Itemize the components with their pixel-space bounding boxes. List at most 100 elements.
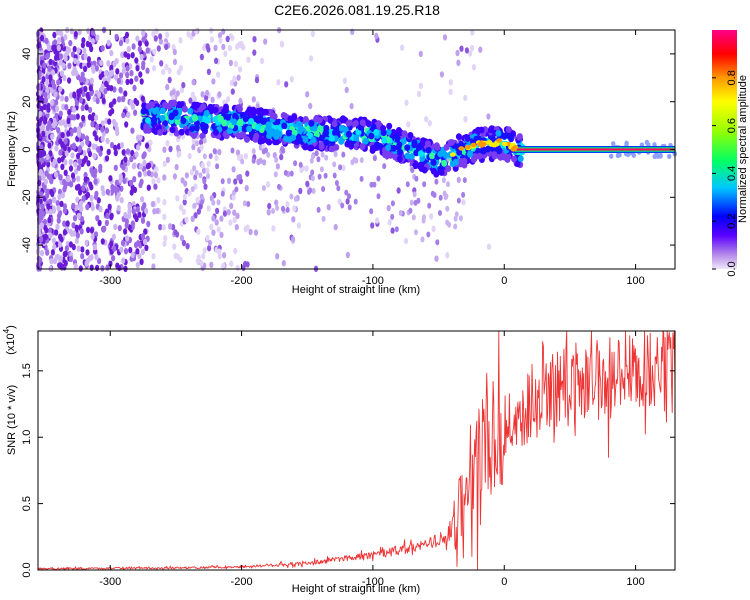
noise-dot xyxy=(78,87,83,95)
noise-dot xyxy=(138,181,143,189)
noise-dot xyxy=(45,153,50,160)
colorbar-tick-label: 0.2 xyxy=(726,214,738,229)
ridge-dot xyxy=(412,162,418,170)
noise-dot xyxy=(86,56,91,63)
noise-dot xyxy=(47,65,52,72)
noise-dot xyxy=(58,149,63,156)
noise-dot xyxy=(139,53,144,61)
noise-dot xyxy=(104,127,109,134)
noise-dot xyxy=(275,163,280,170)
noise-dot xyxy=(156,197,161,204)
tail-dot xyxy=(414,229,418,236)
noise-dot xyxy=(134,75,139,82)
ridge-dot xyxy=(145,117,151,124)
tail-dot xyxy=(390,213,395,220)
noise-dot xyxy=(65,220,70,227)
noise-dot xyxy=(263,38,268,45)
noise-dot xyxy=(145,47,150,54)
tone-band-core xyxy=(514,148,675,151)
noise-dot xyxy=(229,202,234,210)
noise-dot xyxy=(205,43,210,50)
tail-dot xyxy=(445,205,450,212)
noise-dot xyxy=(42,103,47,111)
noise-dot xyxy=(326,204,331,211)
noise-dot xyxy=(76,212,81,220)
noise-dot xyxy=(111,233,116,241)
noise-dot xyxy=(135,65,140,72)
noise-dot xyxy=(98,150,103,157)
noise-dot xyxy=(112,86,117,93)
noise-dot xyxy=(104,219,109,227)
noise-dot xyxy=(80,71,85,79)
noise-dot xyxy=(39,34,45,42)
noise-dot xyxy=(69,92,74,99)
noise-dot xyxy=(118,72,124,79)
noise-dot xyxy=(52,158,57,165)
noise-dot xyxy=(219,215,224,222)
noise-dot xyxy=(233,60,238,67)
noise-dot xyxy=(190,91,195,99)
noise-dot xyxy=(81,185,86,192)
noise-dot xyxy=(95,97,100,105)
noise-dot xyxy=(62,229,67,236)
tail-dot xyxy=(310,175,315,182)
noise-dot xyxy=(116,96,122,103)
noise-dot xyxy=(130,127,135,134)
noise-dot xyxy=(73,126,78,133)
noise-dot xyxy=(229,260,234,267)
hot-dot xyxy=(512,145,519,150)
noise-dot xyxy=(191,79,196,86)
noise-dot xyxy=(217,248,222,255)
noise-dot xyxy=(108,101,113,109)
noise-dot xyxy=(58,174,63,181)
noise-dot xyxy=(57,188,63,196)
ridge-dot xyxy=(251,108,258,116)
noise-dot xyxy=(238,66,243,73)
noise-dot xyxy=(72,215,78,222)
noise-dot xyxy=(196,228,201,235)
noise-dot xyxy=(50,190,55,198)
tail-dot xyxy=(298,161,303,168)
tail-dot xyxy=(411,214,416,221)
noise-dot xyxy=(110,107,115,115)
noise-dot xyxy=(64,150,69,157)
noise-dot xyxy=(167,67,172,74)
noise-dot xyxy=(221,43,226,51)
edge-dot xyxy=(617,152,622,158)
noise-dot xyxy=(228,219,233,226)
noise-dot xyxy=(47,120,52,127)
ridge-dot xyxy=(380,124,387,132)
noise-dot xyxy=(142,159,147,167)
noise-dot xyxy=(89,89,94,97)
noise-dot xyxy=(151,31,156,38)
noise-dot xyxy=(135,206,140,213)
noise-dot xyxy=(146,184,151,191)
spectrogram-dots xyxy=(35,26,678,272)
noise-dot xyxy=(64,245,69,252)
noise-dot xyxy=(229,79,234,87)
noise-dot xyxy=(56,44,61,52)
noise-dot xyxy=(124,121,129,128)
tail-dot xyxy=(320,151,325,158)
noise-dot xyxy=(87,114,92,121)
noise-dot xyxy=(221,28,226,35)
ridge-dot xyxy=(362,137,369,145)
noise-dot xyxy=(191,143,196,151)
noise-dot xyxy=(56,217,61,224)
noise-dot xyxy=(109,240,114,247)
ridge-dot xyxy=(442,151,449,159)
noise-dot xyxy=(158,33,163,40)
noise-dot xyxy=(121,95,126,103)
noise-dot xyxy=(119,185,124,192)
noise-dot xyxy=(93,193,99,201)
noise-dot xyxy=(217,91,222,98)
ridge-dot xyxy=(207,103,214,111)
tail-dot xyxy=(336,185,341,192)
noise-dot xyxy=(463,116,468,123)
noise-dot xyxy=(251,96,256,103)
noise-dot xyxy=(130,184,135,191)
noise-dot xyxy=(434,255,439,262)
tail-dot xyxy=(453,215,458,222)
noise-dot xyxy=(162,213,167,221)
noise-dot xyxy=(75,232,80,239)
